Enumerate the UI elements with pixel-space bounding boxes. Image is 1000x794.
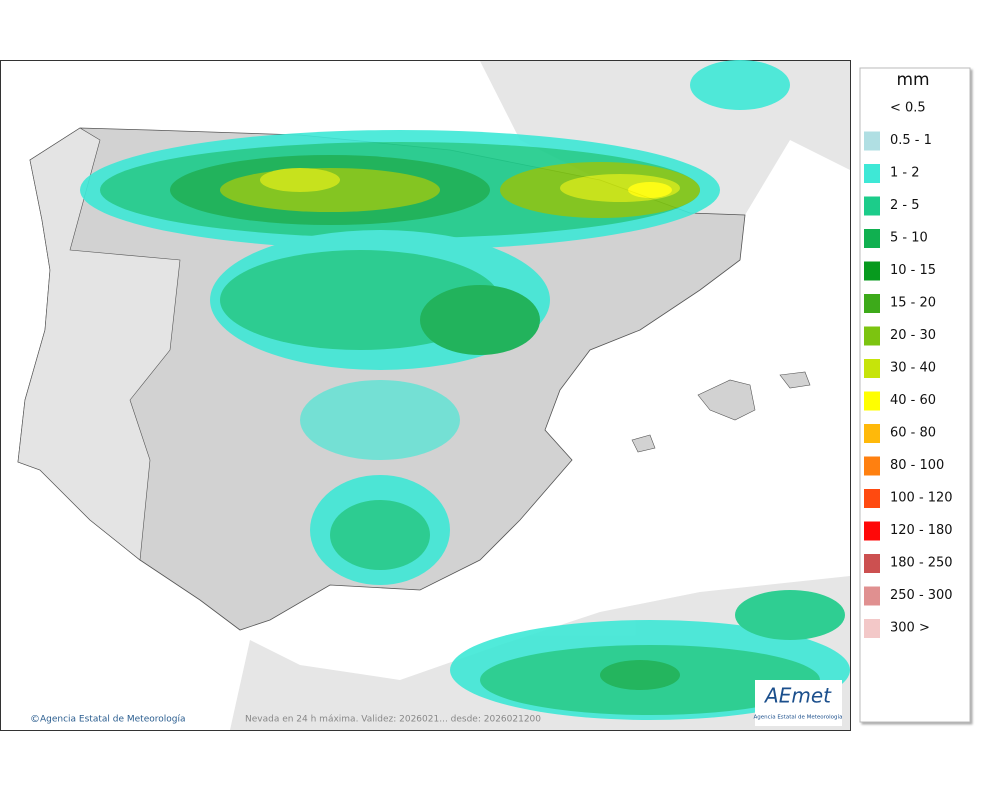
legend-swatch bbox=[864, 554, 880, 573]
portugal bbox=[17, 127, 181, 561]
legend-swatch bbox=[864, 229, 880, 248]
legend-swatch bbox=[864, 489, 880, 508]
legend-swatch bbox=[864, 391, 880, 411]
legend-swatch bbox=[864, 294, 880, 313]
legend: < 0.5 0.5 - 1 1 - 2 2 - 5 5 - 10 10 - 15 15 - … bbox=[864, 99, 953, 638]
legend-label: 100 - 120 bbox=[890, 491, 953, 506]
legend-label: 2 - 5 bbox=[890, 198, 920, 213]
snow-field bbox=[80, 60, 850, 720]
legend-label: 5 - 10 bbox=[890, 231, 928, 246]
legend-swatch bbox=[864, 521, 880, 541]
legend-label: 0.5 - 1 bbox=[890, 133, 932, 148]
legend-swatch bbox=[864, 164, 880, 183]
mallorca bbox=[697, 379, 756, 421]
legend-label: 80 - 100 bbox=[890, 458, 944, 473]
legend-swatch bbox=[864, 586, 880, 606]
legend-swatch bbox=[864, 196, 880, 216]
menorca bbox=[779, 371, 811, 389]
legend-label: 120 - 180 bbox=[890, 523, 953, 538]
legend-label: 20 - 30 bbox=[890, 328, 936, 343]
logo-box bbox=[755, 680, 842, 726]
legend-swatch bbox=[864, 99, 880, 118]
legend-label: 10 - 15 bbox=[890, 263, 936, 278]
copyright-symbol: © bbox=[30, 714, 40, 725]
credit: Agencia Estatal de Meteorología bbox=[40, 715, 186, 725]
legend-swatch bbox=[864, 424, 880, 443]
legend-label: 60 - 80 bbox=[890, 426, 936, 441]
legend-label: 250 - 300 bbox=[890, 588, 953, 603]
legend-title: mm bbox=[896, 70, 929, 90]
map bbox=[17, 60, 850, 730]
legend-swatch bbox=[864, 619, 880, 638]
ibiza bbox=[631, 434, 656, 453]
logo-name: AEmet bbox=[763, 684, 832, 708]
legend-swatch bbox=[864, 131, 880, 151]
legend-label: 40 - 60 bbox=[890, 393, 936, 408]
legend-label: 180 - 250 bbox=[890, 556, 953, 571]
legend-label: < 0.5 bbox=[890, 101, 926, 116]
caption: Nevada en 24 h máxima. Validez: 2026021.… bbox=[245, 715, 541, 725]
legend-label: 300 > bbox=[890, 621, 930, 636]
legend-label: 15 - 20 bbox=[890, 296, 936, 311]
legend-label: 30 - 40 bbox=[890, 361, 936, 376]
legend-swatch bbox=[864, 326, 880, 346]
legend-label: 1 - 2 bbox=[890, 166, 920, 181]
legend-swatch bbox=[864, 359, 880, 378]
legend-swatch bbox=[864, 456, 880, 476]
legend-swatch bbox=[864, 261, 880, 281]
logo-subtitle: Agencia Estatal de Meteorología bbox=[754, 714, 843, 721]
